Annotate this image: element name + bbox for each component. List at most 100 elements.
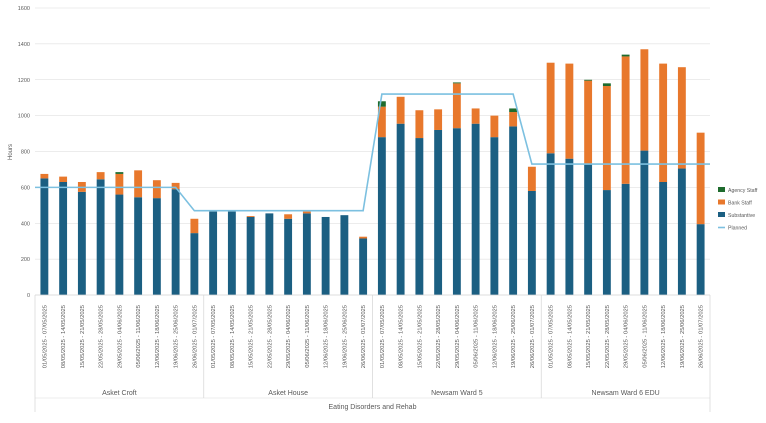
bar-substantive (340, 215, 349, 295)
bar-substantive (77, 191, 86, 295)
bar-substantive (171, 189, 180, 295)
x-tick-label: 12/06/2025 - 18/06/2025 (661, 305, 667, 368)
x-tick-label: 19/06/2025 - 25/06/2025 (680, 305, 686, 368)
bar-agency (584, 79, 593, 81)
legend-label-bank: Bank Staff (728, 201, 752, 207)
bar-substantive (246, 216, 255, 295)
x-tick-label: 22/05/2025 - 28/05/2025 (605, 305, 611, 368)
bar-bank (565, 63, 574, 159)
bar-bank (584, 80, 593, 165)
x-tick-label: 15/05/2025 - 21/05/2025 (417, 305, 423, 368)
bar-bank (115, 173, 124, 195)
x-tick-label: 29/05/2025 - 04/06/2025 (117, 305, 123, 368)
bar-agency (602, 83, 611, 87)
x-tick-label: 08/05/2025 - 14/05/2025 (61, 305, 67, 368)
x-tick-label: 05/06/2025 - 11/06/2025 (136, 305, 142, 368)
bar-substantive (134, 197, 143, 295)
x-tick-label: 29/05/2025 - 04/06/2025 (455, 305, 461, 368)
bar-substantive (40, 178, 49, 295)
x-tick-label: 08/05/2025 - 14/05/2025 (399, 305, 405, 368)
x-tick-label: 26/06/2025 - 01/07/2025 (699, 305, 705, 368)
bar-substantive (527, 190, 536, 295)
bar-substantive (227, 211, 236, 295)
ward-label: Newsam Ward 5 (431, 390, 483, 397)
bar-substantive (284, 218, 293, 295)
bar-substantive (152, 198, 161, 295)
bar-bank (302, 211, 311, 214)
planned-line (35, 93, 710, 212)
bar-substantive (302, 213, 311, 295)
x-tick-label: 26/06/2025 - 01/07/2025 (192, 305, 198, 368)
x-tick-label: 05/06/2025 - 11/06/2025 (305, 305, 311, 368)
bar-bank (284, 214, 293, 219)
bar-substantive (377, 137, 386, 295)
x-tick-label: 05/06/2025 - 11/06/2025 (474, 305, 480, 368)
bar-bank (40, 173, 49, 179)
x-tick-label: 01/05/2025 - 07/05/2025 (211, 305, 217, 368)
x-axis: 01/05/2025 - 07/05/2025 08/05/2025 - 14/0… (34, 294, 711, 412)
legend-swatch-agency (718, 187, 725, 192)
bar-substantive (640, 150, 649, 295)
y-tick-label: 1200 (18, 78, 30, 84)
x-tick-label: 12/06/2025 - 18/06/2025 (324, 305, 330, 368)
bar-bank (190, 218, 199, 234)
bar-substantive (96, 179, 105, 295)
bar-substantive (584, 164, 593, 295)
legend-swatch-bank (718, 199, 725, 205)
bar-bank (415, 110, 424, 139)
bar-substantive (115, 194, 124, 295)
bar-agency (452, 82, 461, 84)
x-tick-label: 08/05/2025 - 14/05/2025 (567, 305, 573, 368)
bar-agency (509, 108, 518, 113)
legend: Agency Staff Bank Staff Substantive Planned (718, 187, 758, 232)
y-tick-label: 1600 (18, 6, 30, 12)
bar-bank (134, 170, 143, 198)
bar-substantive (321, 216, 330, 295)
x-tick-label: 12/06/2025 - 18/06/2025 (492, 305, 498, 368)
y-tick-label: 800 (21, 150, 30, 156)
bar-agency (621, 54, 630, 57)
y-tick-label: 200 (21, 257, 30, 263)
legend-swatch-substantive (718, 212, 725, 217)
x-tick-label: 01/05/2025 - 07/05/2025 (380, 305, 386, 368)
bar-substantive (602, 190, 611, 295)
bar-substantive (190, 233, 199, 295)
bar-bank (659, 63, 668, 182)
ward-label: Asket Croft (102, 390, 137, 397)
bar-bank (621, 56, 630, 184)
bar-bank (452, 83, 461, 129)
bar-agency (377, 101, 386, 107)
x-tick-label: 22/05/2025 - 28/05/2025 (99, 305, 105, 368)
x-tick-label: 22/05/2025 - 28/05/2025 (436, 305, 442, 368)
bar-bank (527, 166, 536, 191)
bar-bank (171, 182, 180, 190)
bar-substantive (359, 238, 368, 295)
bar-substantive (452, 128, 461, 295)
bar-substantive (696, 224, 705, 295)
x-tick-label: 29/05/2025 - 04/06/2025 (624, 305, 630, 368)
planned-series (35, 93, 710, 212)
bar-bank (152, 180, 161, 199)
x-tick-label: 29/05/2025 - 04/06/2025 (286, 305, 292, 368)
bar-substantive (396, 123, 405, 296)
category-group-label: Eating Disorders and Rehab (329, 404, 417, 411)
bar-substantive (265, 213, 274, 295)
y-tick-label: 1400 (18, 42, 30, 48)
x-tick-label: 08/05/2025 - 14/05/2025 (230, 305, 236, 368)
legend-label-agency: Agency Staff (728, 188, 758, 194)
bar-agency (115, 172, 124, 174)
ward-label: Asket House (268, 390, 308, 397)
x-tick-label: 26/06/2025 - 01/07/2025 (361, 305, 367, 368)
y-tick-label: 1000 (18, 114, 30, 120)
y-axis-label: Hours (8, 144, 14, 160)
y-tick-label: 0 (27, 293, 30, 299)
bar-substantive (434, 129, 443, 295)
ward-label: Newsam Ward 6 EDU (592, 390, 660, 397)
y-tick-label: 600 (21, 185, 30, 191)
x-tick-label: 12/06/2025 - 18/06/2025 (155, 305, 161, 368)
legend-label-substantive: Substantive (728, 213, 755, 219)
x-tick-label: 19/06/2025 - 25/06/2025 (342, 305, 348, 368)
bar-substantive (59, 181, 68, 295)
bar-substantive (509, 126, 518, 295)
bar-substantive (209, 211, 218, 295)
